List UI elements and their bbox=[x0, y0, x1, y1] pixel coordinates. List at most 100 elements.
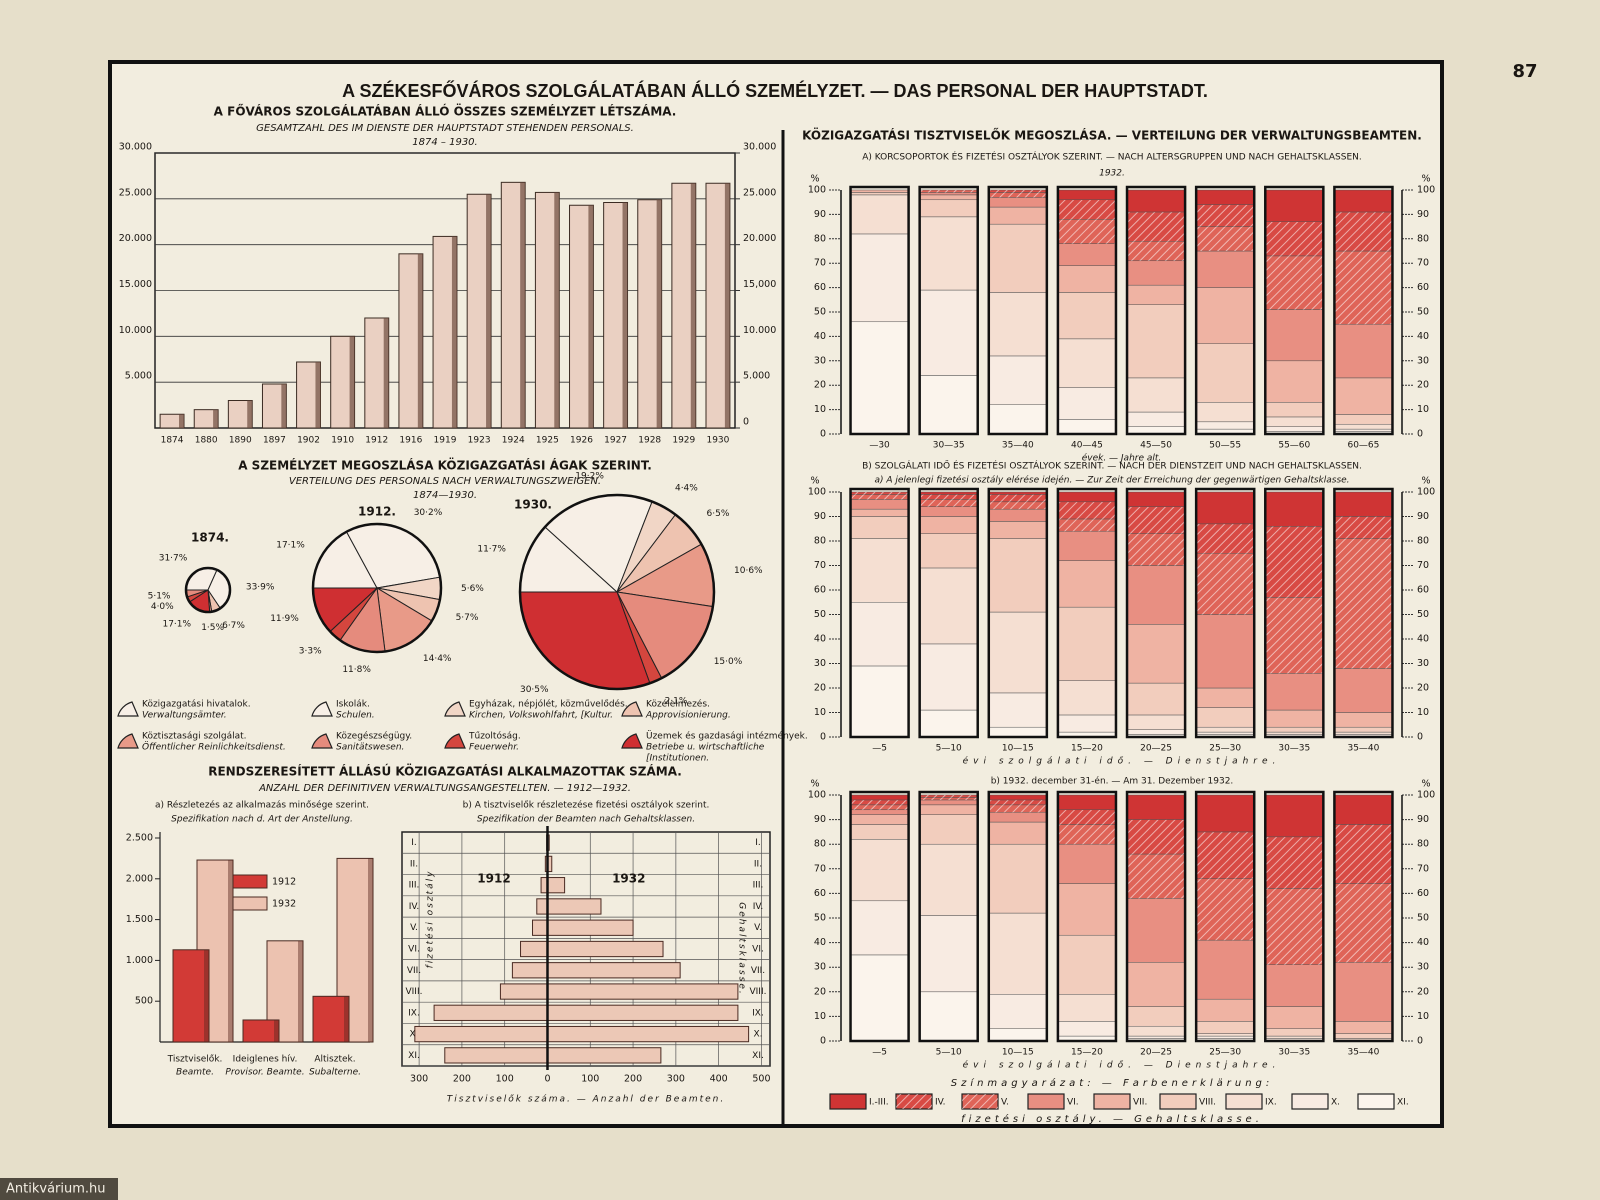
data-label: 5·6% bbox=[461, 584, 484, 594]
hatch bbox=[988, 804, 1047, 813]
bar-segment bbox=[1334, 726, 1393, 733]
y2-tick-label: 10 bbox=[1417, 1011, 1429, 1022]
hatch bbox=[1196, 204, 1255, 227]
bar-segment bbox=[1265, 1028, 1324, 1037]
bar-segment bbox=[988, 843, 1048, 914]
legend-swatch bbox=[1225, 1093, 1263, 1110]
data-label: 17·1% bbox=[276, 541, 305, 551]
data-label: 33·9% bbox=[246, 582, 275, 592]
hatch bbox=[1057, 501, 1116, 519]
y-tick-label: VI. bbox=[408, 945, 420, 955]
y-tick-label: 30 bbox=[814, 658, 826, 669]
section-title: KÖZIGAZGATÁSI TISZTVISELŐK MEGOSZLÁSA. —… bbox=[802, 128, 1422, 143]
x-tick-label-de: Subalterne. bbox=[309, 1068, 361, 1078]
y2-tick-label: 20 bbox=[1417, 380, 1429, 391]
bar-segment bbox=[850, 508, 909, 517]
y2-tick-label: 20.000 bbox=[743, 233, 776, 244]
legend-label: Approvisionierung. bbox=[645, 711, 731, 721]
bar-segment bbox=[988, 292, 1048, 357]
bar-segment bbox=[1057, 387, 1117, 420]
x-tick-label: 1910 bbox=[331, 436, 354, 446]
hatch bbox=[850, 799, 909, 805]
bar-segment bbox=[1195, 1033, 1255, 1037]
bar-shade bbox=[344, 996, 349, 1042]
x-tick-label: 1928 bbox=[638, 436, 661, 446]
y2-tick-label: 70 bbox=[1417, 258, 1429, 269]
bar-shade bbox=[554, 192, 560, 428]
x-tick-label: 25—30 bbox=[1209, 1048, 1241, 1058]
y-tick-label: 20 bbox=[814, 986, 826, 997]
bar-shade bbox=[281, 384, 287, 428]
bar-segment bbox=[988, 794, 1048, 801]
legend-caption: fizetési osztály. — Gehaltsklasse. bbox=[961, 1113, 1263, 1125]
legend-icon bbox=[117, 733, 139, 749]
bar-segment bbox=[1265, 189, 1324, 222]
hatch bbox=[896, 1094, 932, 1109]
legend-swatch bbox=[1159, 1093, 1197, 1110]
column-frame bbox=[918, 487, 979, 739]
bar-segment bbox=[850, 189, 909, 193]
legend-label: Tűzoltóság. bbox=[468, 731, 521, 742]
bar-segment bbox=[1195, 343, 1255, 403]
bar-segment bbox=[1195, 491, 1255, 525]
y2-tick-label: 100 bbox=[1417, 790, 1435, 801]
x-tick-label: 15—20 bbox=[1071, 1048, 1103, 1058]
legend-swatch bbox=[829, 1093, 867, 1110]
bar-segment bbox=[1265, 309, 1324, 362]
unit-label: % bbox=[810, 476, 819, 487]
x-tick-label: 1912 bbox=[365, 436, 388, 446]
x-tick-label: 100 bbox=[496, 1074, 514, 1085]
y2-tick-label: 30 bbox=[1417, 658, 1429, 669]
section-title: RENDSZERESÍTETT ÁLLÁSÚ KÖZIGAZGATÁSI ALK… bbox=[208, 764, 682, 779]
y2-tick-label: 60 bbox=[1417, 282, 1429, 293]
y2-tick-label: 30.000 bbox=[743, 142, 776, 153]
bar-segment bbox=[919, 216, 978, 291]
chart-title: A) KORCSOPORTOK ÉS FIZETÉSI OSZTÁLYOK SZ… bbox=[862, 151, 1362, 163]
hatch bbox=[1334, 516, 1393, 539]
y-tick-label: 60 bbox=[814, 282, 826, 293]
data-label: 10·6% bbox=[734, 566, 763, 576]
bar-segment bbox=[1057, 934, 1117, 995]
column-frame bbox=[918, 790, 979, 1043]
y2-tick-label: 40 bbox=[1417, 634, 1429, 645]
y2-tick-label: 70 bbox=[1417, 560, 1429, 571]
legend-label: Kirchen, Volkswohlfahrt, [Kultur. bbox=[469, 711, 613, 721]
bar-segment bbox=[1126, 794, 1186, 820]
bar-segment bbox=[1265, 491, 1324, 527]
x-tick-label: 40—45 bbox=[1071, 441, 1103, 451]
y-tick-label: 20 bbox=[814, 380, 826, 391]
y-tick-label: X. bbox=[409, 1030, 418, 1040]
bar-segment bbox=[1334, 377, 1393, 415]
pie-outline bbox=[184, 566, 232, 614]
y2-tick-label: 100 bbox=[1417, 185, 1435, 196]
bar bbox=[532, 919, 548, 936]
legend-label: [Institutionen. bbox=[646, 754, 709, 764]
series-label: 1912 bbox=[477, 871, 510, 885]
x-tick-label: 5—10 bbox=[936, 744, 962, 754]
data-label: 15·0% bbox=[714, 657, 743, 667]
bar-segment bbox=[850, 839, 909, 902]
hatch bbox=[1265, 526, 1324, 598]
x-tick-label: 25—30 bbox=[1209, 744, 1241, 754]
y2-axis-label: Gehaltsklasse. bbox=[737, 902, 747, 995]
bar-segment bbox=[1334, 1033, 1393, 1039]
y-tick-label: 30 bbox=[814, 355, 826, 366]
hatch bbox=[1057, 824, 1116, 845]
y-tick-label: 30.000 bbox=[119, 142, 152, 153]
bar-segment bbox=[919, 199, 978, 218]
y-tick-label: 40 bbox=[814, 937, 826, 948]
y-tick-label: III. bbox=[409, 881, 420, 891]
x-tick-label: Tisztviselők. bbox=[167, 1055, 223, 1065]
hatch bbox=[1334, 883, 1393, 963]
hatch bbox=[1265, 836, 1324, 889]
hatch bbox=[1196, 553, 1255, 615]
column-frame bbox=[1333, 790, 1394, 1043]
y-tick-label: 70 bbox=[814, 863, 826, 874]
bar-segment bbox=[1126, 189, 1186, 213]
x-tick-label: 400 bbox=[710, 1074, 728, 1085]
y2-tick-label: 20 bbox=[1417, 683, 1429, 694]
legend-label: IX. bbox=[1265, 1098, 1277, 1108]
x-tick-label: 45—50 bbox=[1140, 441, 1172, 451]
y2-tick-label: 0 bbox=[1417, 429, 1423, 440]
y-tick-label: 100 bbox=[808, 487, 826, 498]
